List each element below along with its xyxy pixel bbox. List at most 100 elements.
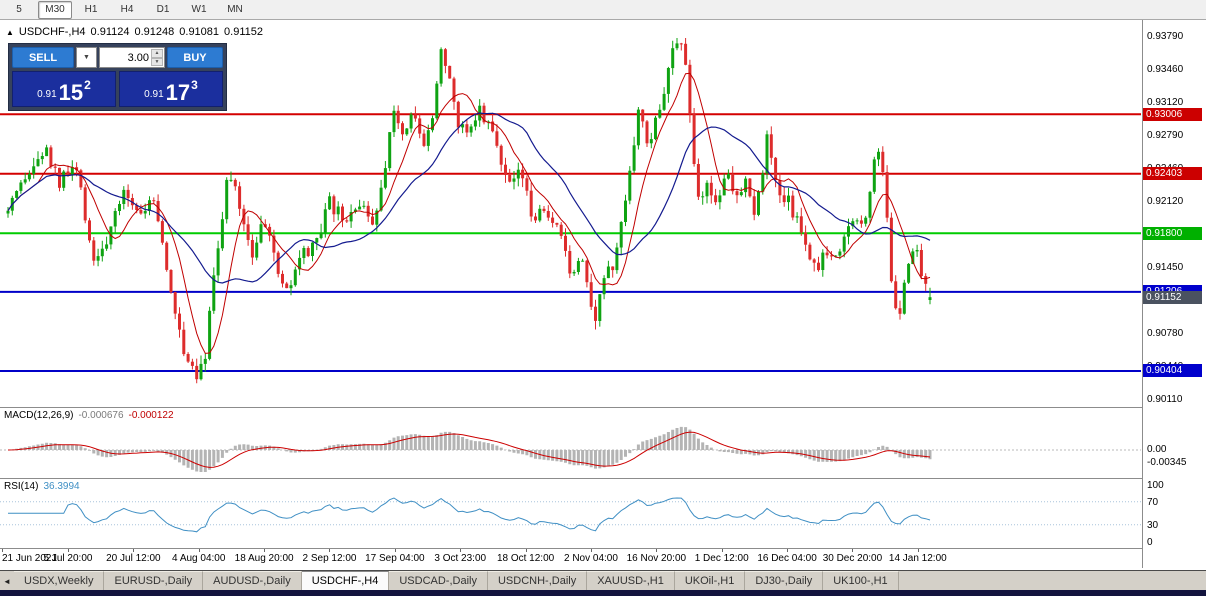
rsi-axis-label: 0 bbox=[1147, 537, 1153, 548]
buy-price-display[interactable]: 0.91 17 3 bbox=[119, 71, 223, 107]
ohlc-close: 0.91152 bbox=[224, 26, 263, 38]
price-axis-label: 0.91450 bbox=[1147, 262, 1184, 273]
chart-tab[interactable]: DJ30-,Daily bbox=[745, 571, 824, 591]
rsi-panel[interactable] bbox=[0, 478, 1141, 548]
chart-symbol-label: USDCHF-,H4 bbox=[18, 26, 86, 38]
chart-tab[interactable]: USDX,Weekly bbox=[14, 571, 105, 591]
rsi-indicator-label: RSI(14) 36.3994 bbox=[4, 481, 80, 492]
price-tag: 0.91152 bbox=[1143, 290, 1202, 304]
time-axis-label: 3 Oct 23:00 bbox=[434, 553, 487, 564]
collapse-trade-panel-icon[interactable]: ▲ bbox=[6, 27, 14, 37]
price-axis-label: 0.93790 bbox=[1147, 31, 1184, 42]
timeframe-button-h4[interactable]: H4 bbox=[120, 4, 134, 15]
rsi-axis-label: 70 bbox=[1147, 496, 1159, 508]
chart-area[interactable]: ▲ USDCHF-,H4 0.91124 0.91248 0.91081 0.9… bbox=[0, 20, 1143, 570]
time-axis-label: 14 Jan 12:00 bbox=[888, 553, 947, 564]
rsi-name: RSI(14) bbox=[4, 481, 39, 492]
price-axis-label: 0.90780 bbox=[1147, 328, 1184, 339]
chart-tab[interactable]: AUDUSD-,Daily bbox=[203, 571, 302, 591]
timeframe-button-d1[interactable]: D1 bbox=[156, 4, 170, 15]
time-axis-tick bbox=[329, 548, 331, 552]
rsi-value: 36.3994 bbox=[43, 481, 80, 492]
chart-header: ▲ USDCHF-,H4 0.91124 0.91248 0.91081 0.9… bbox=[6, 26, 263, 38]
chart-tab[interactable]: USDCHF-,H4 bbox=[301, 571, 390, 591]
time-axis-label: 20 Jul 12:00 bbox=[106, 553, 161, 564]
time-axis-tick bbox=[2, 548, 3, 552]
stepper-down-icon[interactable]: ▼ bbox=[151, 57, 163, 66]
price-axis: 0.937900.934600.931200.927900.924600.921… bbox=[1143, 20, 1206, 570]
sell-price-display[interactable]: 0.91 15 2 bbox=[12, 71, 116, 107]
panel-separator[interactable] bbox=[0, 478, 1206, 479]
one-click-trade-panel: SELL ▼ 3.00 ▲ ▼ BUY 0.91 15 2 bbox=[8, 43, 227, 111]
quantity-stepper: ▲ ▼ bbox=[151, 49, 163, 66]
price-tag: 0.90404 bbox=[1143, 364, 1202, 378]
macd-name: MACD(12,26,9) bbox=[4, 410, 74, 421]
timeframe-button-m30[interactable]: M30 bbox=[38, 0, 72, 19]
timeframe-button-5[interactable]: 5 bbox=[16, 4, 22, 15]
time-axis-tick bbox=[721, 548, 723, 552]
rsi-axis-label: 30 bbox=[1147, 519, 1159, 531]
time-axis-tick bbox=[656, 548, 658, 552]
stepper-up-icon[interactable]: ▲ bbox=[151, 49, 163, 58]
time-axis-label: 18 Oct 12:00 bbox=[496, 553, 555, 564]
time-axis-label: 21 Jun 2021 bbox=[2, 553, 58, 564]
buy-price-point: 3 bbox=[191, 78, 198, 92]
chart-tab[interactable]: XAUUSD-,H1 bbox=[587, 571, 675, 591]
price-tag: 0.93006 bbox=[1143, 107, 1202, 121]
chart-tab[interactable]: UKOil-,H1 bbox=[674, 571, 746, 591]
time-axis-tick bbox=[68, 548, 69, 552]
price-axis-label: 0.90110 bbox=[1147, 394, 1183, 405]
chart-tab-bar: ◄ USDX,Weekly EURUSD-,Daily AUDUSD-,Daily U… bbox=[0, 570, 1206, 591]
time-axis-label: 16 Dec 04:00 bbox=[757, 553, 817, 564]
timeframe-button-w1[interactable]: W1 bbox=[191, 4, 207, 15]
panel-separator[interactable] bbox=[0, 407, 1206, 408]
lot-size-input[interactable]: 3.00 ▲ ▼ bbox=[99, 47, 165, 68]
lot-size-value: 3.00 bbox=[127, 51, 149, 64]
time-axis-tick bbox=[590, 548, 592, 552]
window-bottom-edge bbox=[0, 590, 1206, 596]
time-axis-tick bbox=[394, 548, 396, 552]
chart-tab[interactable]: UK100-,H1 bbox=[823, 571, 899, 591]
price-axis-label: 0.92790 bbox=[1147, 130, 1184, 141]
buy-price-pips: 17 bbox=[165, 80, 191, 105]
tab-scroll-left-icon[interactable]: ◄ bbox=[3, 577, 11, 586]
chart-tab[interactable]: EURUSD-,Daily bbox=[104, 571, 204, 591]
timeframe-button-mn[interactable]: MN bbox=[227, 4, 243, 15]
timeframe-toolbar: 5 M30 H1 H4 D1 W1 MN bbox=[0, 0, 1206, 20]
sell-button[interactable]: SELL bbox=[12, 47, 74, 68]
ohlc-high: 0.91248 bbox=[134, 26, 175, 38]
time-axis-tick bbox=[460, 548, 462, 552]
time-axis-label: 4 Aug 04:00 bbox=[172, 553, 226, 564]
candlestick-chart[interactable] bbox=[0, 20, 1141, 407]
chart-tab[interactable]: USDCNH-,Daily bbox=[487, 571, 588, 591]
time-axis-tick bbox=[525, 548, 527, 552]
time-axis-tick bbox=[264, 548, 266, 552]
buy-price-prefix: 0.91 bbox=[144, 89, 164, 100]
time-axis-tick bbox=[133, 548, 135, 552]
chart-tab[interactable]: USDCAD-,Daily bbox=[389, 571, 488, 591]
macd-indicator-label: MACD(12,26,9) -0.000676 -0.000122 bbox=[4, 410, 174, 421]
macd-panel[interactable] bbox=[0, 407, 1141, 478]
price-tag: 0.92403 bbox=[1143, 167, 1202, 181]
time-axis-tick bbox=[198, 548, 200, 552]
chevron-down-icon: ▼ bbox=[83, 54, 90, 61]
sell-price-prefix: 0.91 bbox=[37, 89, 57, 100]
macd-axis-label: 0.00 bbox=[1147, 444, 1167, 455]
time-axis-label: 2 Sep 12:00 bbox=[302, 553, 357, 564]
time-axis-tick bbox=[787, 548, 789, 552]
ohlc-open: 0.91124 bbox=[90, 26, 130, 38]
order-type-dropdown[interactable]: ▼ bbox=[76, 47, 97, 68]
timeframe-button-h1[interactable]: H1 bbox=[84, 4, 98, 15]
time-axis-label: 2 Nov 04:00 bbox=[563, 553, 618, 564]
time-axis-label: 18 Aug 20:00 bbox=[234, 553, 294, 564]
sell-price-pips: 15 bbox=[58, 80, 84, 105]
buy-button[interactable]: BUY bbox=[167, 47, 223, 68]
time-axis-label: 17 Sep 04:00 bbox=[365, 553, 425, 564]
price-tag: 0.91800 bbox=[1143, 226, 1202, 240]
time-axis-label: 1 Dec 12:00 bbox=[694, 553, 749, 564]
ohlc-low: 0.91081 bbox=[179, 26, 220, 38]
price-axis-separator bbox=[1142, 20, 1143, 568]
macd-axis-label: -0.00345 bbox=[1147, 457, 1187, 468]
time-axis-label: 30 Dec 20:00 bbox=[822, 553, 883, 564]
